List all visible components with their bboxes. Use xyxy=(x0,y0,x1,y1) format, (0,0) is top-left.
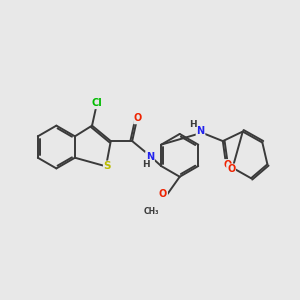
Text: O: O xyxy=(159,189,167,199)
Text: H: H xyxy=(142,160,150,169)
Text: O: O xyxy=(227,164,235,174)
Text: N: N xyxy=(196,126,205,136)
Text: O: O xyxy=(223,160,231,170)
Text: Cl: Cl xyxy=(91,98,102,108)
Text: CH₃: CH₃ xyxy=(144,207,159,216)
Text: O: O xyxy=(134,113,142,124)
Text: S: S xyxy=(104,161,111,171)
Text: H: H xyxy=(189,120,197,129)
Text: N: N xyxy=(146,152,154,162)
